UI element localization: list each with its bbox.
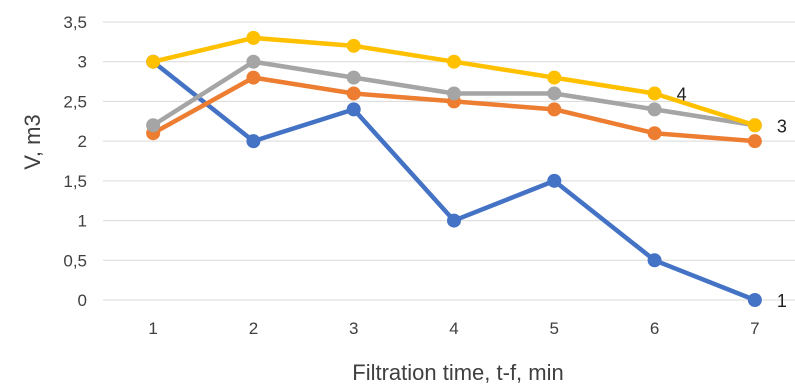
x-tick-label: 7	[750, 319, 759, 338]
y-tick-label: 3,5	[63, 13, 87, 32]
series-4	[146, 30, 762, 133]
x-tick-label: 2	[249, 319, 258, 338]
series-annotation: 4	[677, 84, 687, 104]
x-tick-labels: 1 2 3 4 5 6 7	[148, 319, 759, 338]
x-tick-label: 4	[449, 319, 458, 338]
y-tick-label: 1,5	[63, 172, 87, 191]
y-tick-labels: 0 0,5 1 1,5 2 2,5 3 3,5	[63, 13, 87, 310]
data-point	[447, 213, 461, 228]
y-axis-title: V, m3	[20, 114, 45, 169]
y-tick-label: 0,5	[63, 251, 87, 270]
data-point	[246, 30, 261, 45]
data-point	[246, 54, 261, 69]
data-point	[747, 118, 762, 133]
data-point	[547, 86, 562, 101]
y-tick-label: 0	[78, 291, 87, 310]
data-point	[346, 38, 361, 53]
y-tick-label: 1	[78, 212, 87, 231]
series-annotation: 1	[777, 291, 787, 311]
data-point	[346, 102, 361, 117]
y-tick-label: 2,5	[63, 92, 87, 111]
x-tick-label: 3	[349, 319, 358, 338]
data-point	[747, 293, 762, 307]
data-point	[647, 126, 662, 141]
series-annotations: 1 3 4	[677, 84, 787, 311]
x-axis-title: Filtration time, t-f, min	[352, 360, 563, 385]
data-point	[346, 70, 361, 85]
data-point	[447, 54, 461, 69]
data-point	[447, 86, 461, 101]
series-lines	[146, 30, 762, 307]
x-tick-label: 6	[650, 319, 659, 338]
y-tick-label: 2	[78, 132, 87, 151]
data-point	[346, 86, 361, 101]
series-2	[146, 70, 762, 149]
x-tick-label: 5	[550, 319, 559, 338]
data-point	[547, 102, 562, 117]
data-point	[647, 86, 662, 101]
data-point	[246, 70, 261, 85]
data-point	[246, 134, 261, 149]
data-point	[647, 253, 662, 268]
data-point	[547, 70, 562, 85]
data-point	[747, 134, 762, 149]
x-tick-label: 1	[148, 319, 157, 338]
data-point	[647, 102, 662, 117]
data-point	[146, 54, 161, 69]
data-point	[547, 173, 562, 188]
y-tick-label: 3	[78, 53, 87, 72]
data-point	[146, 118, 161, 133]
series-annotation: 3	[777, 116, 787, 136]
